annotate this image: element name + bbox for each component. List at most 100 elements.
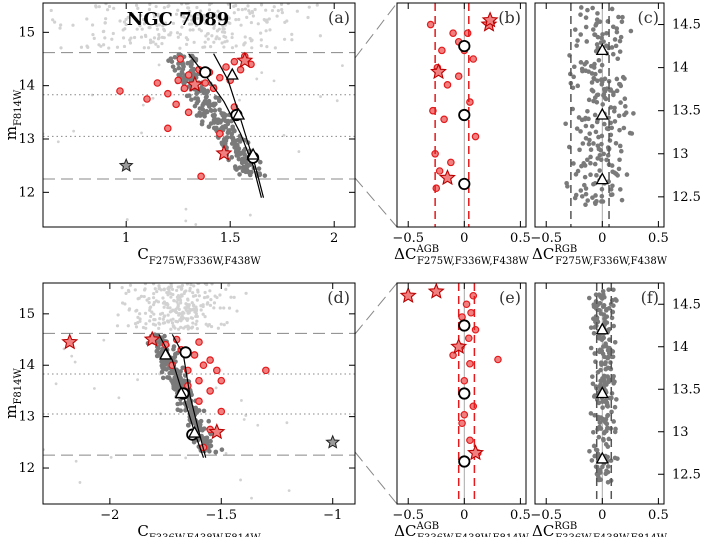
x-axis-label-sup: AGB	[415, 521, 439, 532]
x-axis-label-sub: F336W,F438W,F814W	[149, 533, 261, 537]
x-tick-label: 1	[122, 231, 130, 246]
faint-star-point	[132, 35, 137, 40]
rgb-star-point	[154, 353, 160, 359]
y-axis-label-sub: F814W	[13, 368, 24, 405]
faint-star-point	[222, 45, 226, 49]
faint-star-point	[176, 305, 180, 309]
agb-star-point	[426, 20, 435, 29]
x-tick-label: −0.5	[392, 508, 424, 523]
faint-star-point	[126, 15, 130, 19]
red-star-marker	[399, 286, 417, 303]
agb-star-point	[440, 115, 448, 124]
faint-star-point	[150, 310, 154, 314]
rgb-star-point	[257, 159, 263, 165]
faint-star-point	[159, 288, 163, 292]
rgb-star-point	[604, 355, 610, 361]
faint-star-point	[264, 29, 268, 33]
faint-star-point	[49, 8, 53, 13]
faint-star-point	[118, 19, 122, 23]
rgb-star-point	[230, 124, 235, 130]
rgb-fiducial-triangle	[187, 425, 202, 438]
rgb-star-point	[617, 157, 622, 163]
faint-star-point	[185, 17, 190, 22]
faint-star-point	[122, 44, 127, 49]
red-star-marker	[215, 144, 233, 161]
rgb-star-point	[583, 123, 589, 129]
faint-star-point	[195, 319, 199, 323]
faint-star-point	[78, 481, 82, 484]
rgb-star-point	[602, 121, 607, 127]
rgb-star-point	[211, 125, 217, 131]
rgb-star-point	[584, 39, 590, 44]
rgb-star-point	[602, 86, 607, 92]
agb-star-point	[469, 402, 478, 411]
faint-star-point	[207, 8, 212, 12]
faint-star-point	[185, 283, 190, 286]
x-tick-label: 0.5	[648, 508, 669, 523]
rgb-star-point	[617, 127, 622, 133]
faint-star-point	[161, 24, 165, 28]
y-tick-label: 15	[18, 307, 35, 322]
rgb-star-point	[622, 112, 627, 118]
rgb-star-point	[609, 409, 614, 415]
agb-star-point	[494, 355, 502, 364]
rgb-star-point	[206, 418, 212, 424]
y-tick-label-right: 12.5	[672, 467, 701, 482]
rgb-star-point	[225, 121, 231, 127]
faint-star-point	[135, 27, 139, 31]
faint-star-point	[162, 5, 166, 10]
rgb-star-point	[614, 397, 619, 402]
faint-star-point	[140, 27, 144, 31]
agb-star-point	[471, 132, 480, 141]
rgb-star-point	[611, 287, 616, 293]
faint-star-point	[210, 34, 214, 38]
rgb-star-point	[618, 83, 624, 89]
rgb-star-point	[594, 99, 600, 105]
rgb-star-point	[574, 43, 579, 48]
rgb-star-point	[202, 439, 207, 445]
rgb-star-point	[618, 100, 623, 105]
faint-star-point	[223, 30, 227, 34]
rgb-star-point	[211, 114, 217, 119]
agb-star-point	[201, 79, 210, 87]
y-tick-label: 15	[18, 25, 35, 40]
faint-star-point	[203, 40, 207, 44]
plot-area	[586, 283, 620, 504]
faint-star-point	[209, 324, 214, 329]
rgb-star-point	[608, 187, 614, 192]
rgb-star-point	[605, 454, 610, 460]
x-tick-label: −2	[100, 508, 119, 523]
faint-star-point	[240, 399, 243, 402]
faint-star-point	[208, 303, 213, 307]
faint-star-point	[215, 295, 219, 300]
zoom-connector-line	[354, 451, 398, 505]
rgb-star-point	[593, 129, 599, 135]
faint-star-point	[251, 14, 256, 18]
faint-star-point	[151, 283, 156, 286]
agb-star-point	[213, 366, 221, 375]
x-axis-label-sub: F275W,F336W,F438W	[555, 256, 667, 267]
faint-star-point	[97, 5, 101, 9]
faint-star-point	[178, 298, 183, 302]
faint-star-point	[280, 7, 284, 12]
agb-star-point	[458, 313, 466, 321]
faint-star-point	[147, 7, 152, 11]
faint-star-point	[182, 19, 186, 24]
rgb-star-point	[599, 362, 604, 367]
faint-star-point	[169, 283, 173, 286]
faint-star-point	[184, 36, 188, 40]
rgb-star-point	[614, 29, 620, 35]
rgb-star-point	[206, 124, 212, 130]
rgb-fiducial-triangle	[595, 322, 609, 335]
agb-star-point	[462, 300, 471, 309]
red-star-marker	[143, 330, 161, 347]
faint-star-point	[280, 11, 284, 15]
faint-star-point	[225, 39, 229, 43]
rgb-star-point	[242, 152, 247, 157]
rgb-star-point	[604, 314, 610, 319]
faint-star-point	[222, 34, 226, 38]
faint-star-point	[177, 313, 181, 317]
rgb-fiducial-triangle	[595, 172, 609, 185]
rgb-star-point	[599, 35, 604, 41]
rgb-star-point	[213, 449, 219, 455]
